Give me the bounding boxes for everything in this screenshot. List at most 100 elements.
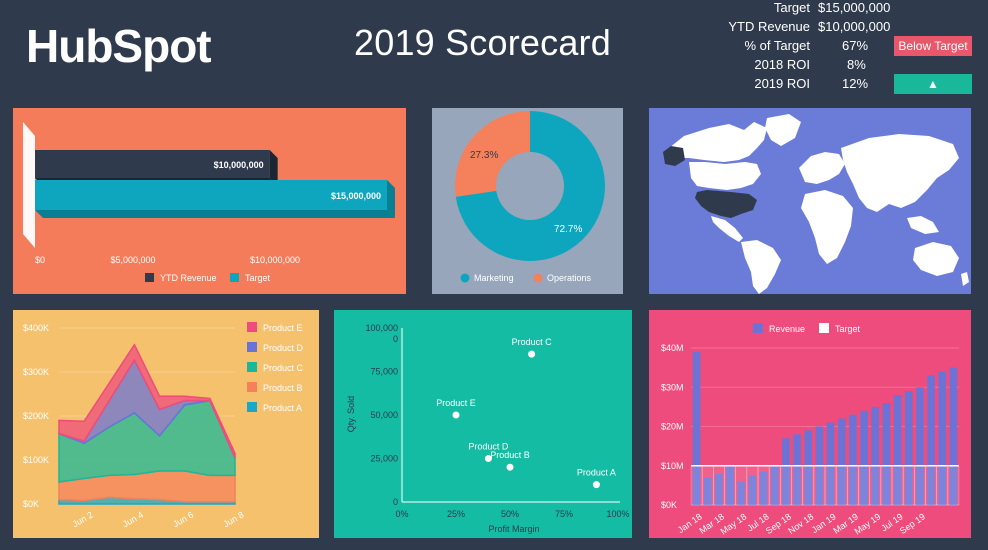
legend-ytd: YTD Revenue	[160, 273, 217, 283]
point-label-3: Product B	[490, 450, 530, 460]
target-segment-9	[791, 465, 803, 506]
point-product-c	[528, 350, 536, 358]
kpi-ytd-label: YTD Revenue	[728, 19, 810, 34]
revenue-bar-6	[759, 471, 768, 505]
x-tick-2: 50%	[501, 509, 519, 519]
revenue-bar-16	[871, 406, 880, 505]
point-label-2: Product D	[468, 442, 509, 452]
revenue-monthly-chart: Revenue Target $0K$10M$20M$30M$40M Jan 1…	[649, 310, 971, 538]
y-tick-1: 25,000	[370, 454, 398, 464]
legend-swatch-1	[247, 342, 257, 352]
target-segment-11	[813, 465, 826, 506]
x-tick-2: $10,000,000	[250, 255, 300, 265]
legend-item-1: Product D	[263, 343, 304, 353]
legend-item-0: Product E	[263, 323, 303, 333]
legend-swatch-4	[247, 402, 257, 412]
page-title: 2019 Scorecard	[354, 22, 611, 63]
marketing-operations-donut: 27.3% 72.7% Marketing Operations	[432, 108, 623, 294]
region-alaska	[663, 146, 685, 166]
x-axis-label: Profit Margin	[488, 524, 539, 534]
legend-swatch-3	[247, 382, 257, 392]
target-segment-23	[947, 465, 960, 506]
revenue-bar-4	[737, 481, 746, 505]
revenue-bar-3	[726, 465, 734, 505]
region-canada	[669, 122, 767, 162]
region-south-america	[741, 240, 781, 294]
slice-label-marketing: 72.7%	[554, 224, 582, 235]
legend-swatch-target	[819, 323, 829, 333]
revenue-bar-17	[882, 402, 891, 505]
target-segment-13	[835, 465, 848, 506]
region-usa[interactable]	[695, 190, 757, 218]
kpi-roi2019-value: 12%	[842, 76, 869, 91]
bar-side-1	[387, 180, 395, 218]
target-segment-12	[824, 465, 837, 506]
y-tick-4: $40M	[661, 343, 684, 353]
revenue-bar-8	[782, 438, 790, 505]
legend-swatch-2	[247, 362, 257, 372]
point-label-4: Product A	[577, 468, 616, 478]
legend-operations: Operations	[547, 273, 592, 283]
target-segment-0	[690, 465, 703, 506]
legend-dot-marketing	[460, 273, 470, 283]
legend-dot-operations	[533, 273, 543, 283]
revenue-bar-21	[927, 375, 935, 505]
target-segment-16	[869, 465, 882, 506]
kpi-pct-label: % of Target	[744, 38, 810, 53]
x-tick-0: $0	[35, 255, 45, 265]
revenue-bar-1	[703, 477, 712, 505]
y-tick-2: $200K	[23, 411, 49, 421]
y-tick-1: $10M	[661, 461, 684, 471]
y-tick-top-extra: 0	[393, 334, 398, 344]
revenue-bar-13	[837, 418, 846, 505]
x-tick-4: 100%	[606, 509, 629, 519]
target-segment-17	[880, 465, 893, 506]
region-europe	[799, 152, 845, 184]
roi-up-badge: ▲	[894, 74, 972, 94]
region-asia	[841, 134, 959, 212]
x-tick-1: $5,000,000	[110, 255, 155, 265]
x-tick-0: 0%	[395, 509, 408, 519]
revenue-bar-2	[715, 473, 723, 505]
y-tick-4: $400K	[23, 323, 49, 333]
y-tick-3: $30M	[661, 382, 684, 392]
target-segment-22	[936, 465, 949, 506]
target-segment-6	[757, 465, 770, 506]
bar-side-0	[269, 150, 278, 186]
target-segment-18	[891, 465, 904, 506]
revenue-bar-18	[893, 395, 902, 505]
target-segment-2	[713, 465, 725, 506]
region-africa	[801, 190, 853, 264]
world-map	[649, 108, 971, 294]
profit-qty-scatter: 100,000 0 0 25,000 50,000 75,000 0% 25% 50% 75…	[334, 310, 632, 538]
point-label-1: Product E	[436, 398, 476, 408]
region-greenland	[765, 114, 801, 146]
y-tick-3: 75,000	[370, 367, 398, 377]
legend-item-4: Product A	[263, 403, 302, 413]
kpi-target-label: Target	[773, 0, 810, 15]
target-segment-1	[701, 465, 714, 506]
revenue-bar-9	[793, 434, 801, 505]
target-segment-15	[858, 465, 870, 506]
bar-1	[35, 180, 387, 210]
bar-0	[35, 150, 270, 178]
y-tick-2: 50,000	[370, 410, 398, 420]
revenue-bar-12	[826, 422, 835, 505]
target-segment-8	[780, 465, 792, 506]
legend-swatch-target	[230, 273, 239, 282]
target-segment-4	[735, 465, 748, 506]
y-tick-0: $0K	[23, 499, 39, 509]
kpi-roi2018-label: 2018 ROI	[754, 57, 810, 72]
chart-wall	[23, 122, 35, 248]
legend-item-3: Product B	[263, 383, 303, 393]
bar-bottom-1	[35, 210, 395, 218]
below-target-badge: Below Target	[894, 36, 972, 56]
kpi-ytd-value: $10,000,000	[818, 19, 891, 34]
area-product-e	[58, 343, 236, 459]
revenue-bar-23	[949, 367, 958, 505]
kpi-pct-value: 67%	[842, 38, 869, 53]
logo-text: HubSpot	[26, 20, 211, 72]
legend-swatch-revenue	[753, 323, 763, 333]
revenue-vs-target-chart: $10,000,000 $15,000,000 $0 $5,000,000 $10…	[13, 108, 406, 294]
